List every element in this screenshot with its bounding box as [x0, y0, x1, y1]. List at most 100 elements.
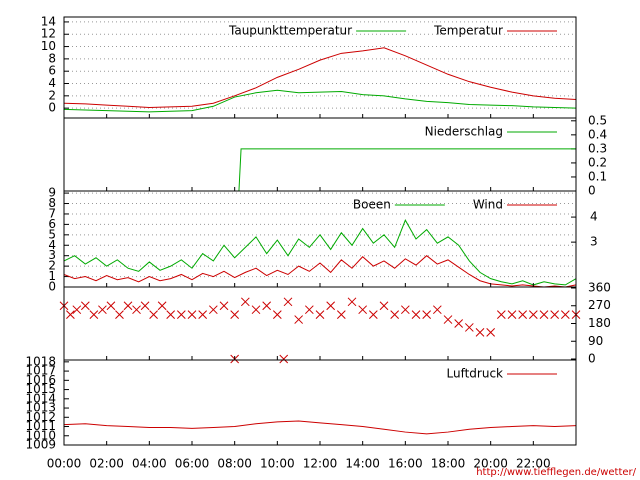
y-tick-label: 1016: [25, 373, 56, 387]
point: [518, 310, 528, 319]
y-tick-label: 1014: [25, 391, 56, 405]
point: [539, 310, 549, 319]
y-tick-label: 6: [48, 217, 56, 231]
y-tick-label: 1013: [25, 401, 56, 415]
point: [432, 305, 442, 315]
x-tick-label: 02:00: [89, 457, 124, 471]
y-tick-label: 360: [588, 280, 611, 294]
point: [187, 310, 197, 319]
y-tick-label: 6: [48, 64, 56, 78]
legend-label: Luftdruck: [446, 367, 503, 381]
plot-frame: [63, 359, 577, 446]
y-tick-label: 0.4: [588, 127, 607, 141]
point: [443, 315, 453, 324]
series-line: [64, 148, 576, 192]
x-tick-label: 10:00: [260, 457, 295, 471]
point: [123, 301, 133, 311]
y-tick-label: 270: [588, 298, 611, 312]
point: [411, 310, 421, 319]
point: [66, 310, 75, 319]
point: [347, 297, 357, 307]
x-tick-label: 04:00: [132, 457, 167, 471]
series-line: [63, 420, 577, 435]
point: [149, 310, 158, 319]
point: [315, 310, 325, 319]
point: [294, 315, 304, 324]
y-tick-label: 0: [48, 280, 56, 294]
x-tick-label: 20:00: [473, 457, 508, 471]
point: [89, 310, 99, 319]
legend-label: Temperatur: [433, 24, 503, 38]
y-tick-label: 0.1: [588, 169, 607, 183]
point: [157, 301, 167, 311]
y-tick-label: 2: [48, 88, 56, 102]
y-tick-label: 1: [48, 269, 56, 283]
point: [132, 305, 141, 315]
point: [115, 310, 124, 319]
point: [283, 297, 293, 307]
y-tick-label: 1018: [25, 354, 56, 368]
point: [251, 305, 261, 315]
y-tick-label: 9: [48, 186, 56, 200]
series-line: [63, 89, 577, 113]
point: [262, 301, 272, 311]
point: [496, 310, 506, 319]
y-tick-label: 2: [48, 259, 56, 273]
point: [279, 354, 289, 364]
y-tick-label: 7: [48, 206, 56, 220]
series-line: [63, 219, 577, 286]
point: [528, 310, 538, 319]
y-tick-label: 90: [588, 334, 603, 348]
y2-tick-label: 3: [590, 235, 598, 249]
y-tick-label: 12: [41, 27, 56, 41]
y-tick-label: 0: [588, 184, 596, 198]
y-tick-label: 10: [41, 39, 56, 53]
point: [106, 301, 116, 311]
point: [240, 297, 250, 307]
point: [550, 310, 560, 319]
x-tick-label: 16:00: [388, 457, 423, 471]
y-tick-label: 1011: [25, 419, 56, 433]
point: [390, 310, 400, 319]
x-tick-label: 08:00: [217, 457, 252, 471]
x-tick-label: 12:00: [303, 457, 338, 471]
x-tick-label: 14:00: [345, 457, 380, 471]
point: [454, 319, 464, 328]
legend-label: Taupunkttemperatur: [228, 24, 352, 38]
point: [422, 310, 432, 319]
y-tick-label: 14: [41, 14, 56, 28]
point: [486, 328, 496, 337]
y-tick-label: 1010: [25, 428, 56, 442]
y-tick-label: 0.5: [588, 113, 607, 127]
point: [230, 310, 240, 319]
y-tick-label: 0: [48, 101, 56, 115]
x-tick-label: 00:00: [47, 457, 82, 471]
x-tick-label: 18:00: [431, 457, 466, 471]
plot-frame: [63, 286, 577, 361]
point: [507, 310, 517, 319]
annotation: http://www.tiefflegen.de/wetter/: [476, 467, 636, 478]
y-tick-label: 8: [48, 196, 56, 210]
point: [326, 301, 336, 311]
point: [358, 305, 368, 315]
point: [219, 301, 229, 311]
point: [198, 310, 208, 319]
legend-label: Boeen: [353, 198, 391, 212]
x-tick-label: 22:00: [516, 457, 551, 471]
x-tick-label: 06:00: [175, 457, 210, 471]
point: [464, 323, 474, 332]
y2-tick-label: 4: [590, 210, 598, 224]
legend-label: Niederschlag: [425, 125, 503, 139]
point: [560, 310, 570, 319]
y-tick-label: 1017: [25, 364, 56, 378]
y-tick-label: 0.2: [588, 155, 607, 169]
point: [272, 310, 282, 319]
series-line: [63, 47, 577, 109]
point: [368, 310, 378, 319]
point: [98, 305, 107, 315]
y-tick-label: 0: [588, 352, 596, 366]
point: [379, 301, 389, 311]
y-tick-label: 180: [588, 316, 611, 330]
point: [80, 301, 90, 311]
